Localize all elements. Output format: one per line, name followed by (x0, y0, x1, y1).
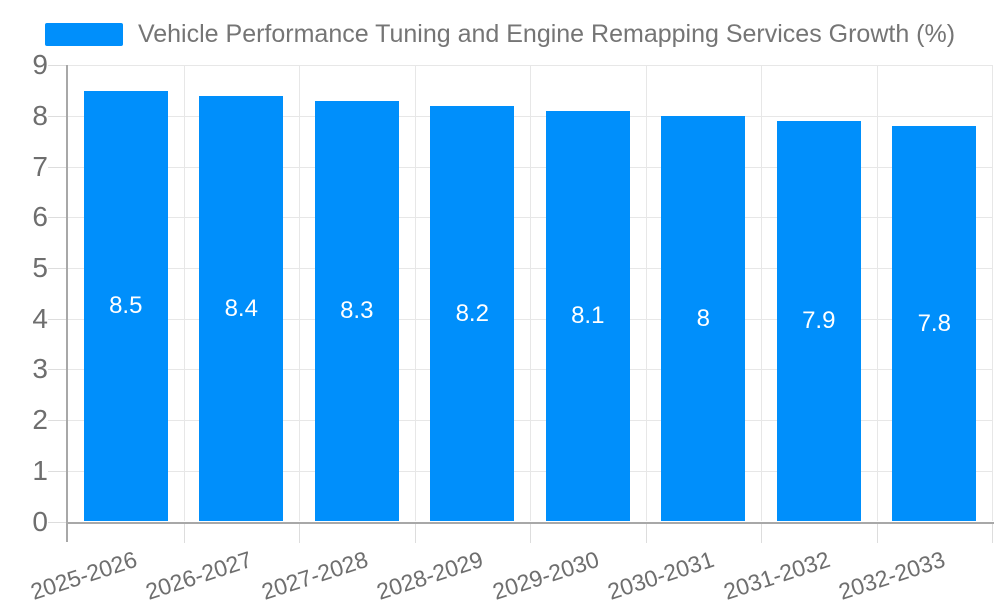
chart-legend: Vehicle Performance Tuning and Engine Re… (0, 20, 1000, 49)
y-axis-label: 2 (32, 404, 48, 436)
bar-2031-2032[interactable] (776, 121, 861, 522)
y-axis-tick (48, 521, 68, 523)
x-gridline (876, 65, 878, 522)
x-gridline (992, 65, 993, 522)
bar-2028-2029[interactable] (430, 105, 515, 522)
x-gridline (761, 65, 762, 522)
bar-2025-2026[interactable] (83, 90, 168, 522)
bar-2030-2031[interactable] (661, 115, 746, 522)
y-axis-tick (48, 115, 68, 117)
y-axis-label: 5 (32, 252, 48, 284)
x-gridline (299, 65, 300, 522)
x-axis-tick (183, 521, 185, 543)
x-axis-line (66, 521, 994, 524)
y-axis-tick (48, 217, 68, 219)
bar-value-label: 8 (696, 304, 710, 332)
bar-value-label: 8.3 (340, 297, 374, 325)
bar-value-label: 7.8 (917, 309, 951, 337)
y-axis-label: 1 (32, 454, 48, 486)
y-axis-label: 4 (32, 302, 48, 334)
y-axis-label: 6 (32, 201, 48, 233)
x-gridline (530, 65, 531, 522)
y-axis-tick (48, 268, 68, 270)
y-axis-tick (48, 318, 68, 320)
legend-swatch-icon (44, 23, 123, 46)
bar-value-label: 8.2 (455, 299, 489, 327)
x-axis-tick (414, 521, 416, 543)
legend-series-label: Vehicle Performance Tuning and Engine Re… (137, 20, 956, 48)
x-gridline (414, 65, 416, 522)
y-axis-tick (48, 369, 68, 371)
bar-value-label: 7.9 (802, 307, 836, 335)
x-axis-tick (645, 521, 647, 543)
x-axis-tick (299, 521, 300, 543)
y-axis-label: 8 (32, 99, 48, 131)
x-axis-tick (530, 521, 531, 543)
y-axis-tick (48, 470, 68, 472)
bar-2032-2033[interactable] (892, 126, 977, 522)
legend-item[interactable]: Vehicle Performance Tuning and Engine Re… (44, 20, 956, 49)
bar-2029-2030[interactable] (545, 110, 630, 522)
y-axis-tick (48, 166, 68, 168)
y-axis-label: 0 (32, 505, 48, 537)
y-axis-label: 3 (32, 353, 48, 385)
x-axis-tick (876, 521, 878, 543)
y-axis-tick (48, 420, 68, 422)
x-gridline (645, 65, 647, 522)
bar-2026-2027[interactable] (199, 95, 284, 522)
bar-value-label: 8.5 (109, 292, 143, 320)
y-axis-label: 9 (32, 49, 48, 81)
bar-value-label: 8.1 (571, 302, 605, 330)
x-gridline (183, 65, 185, 522)
bar-2027-2028[interactable] (314, 100, 399, 522)
y-axis-line (66, 65, 68, 543)
y-axis-label: 7 (32, 150, 48, 182)
x-axis-tick (992, 521, 993, 543)
bar-value-label: 8.4 (224, 294, 258, 322)
x-axis-tick (761, 521, 762, 543)
y-axis-tick (48, 65, 68, 67)
